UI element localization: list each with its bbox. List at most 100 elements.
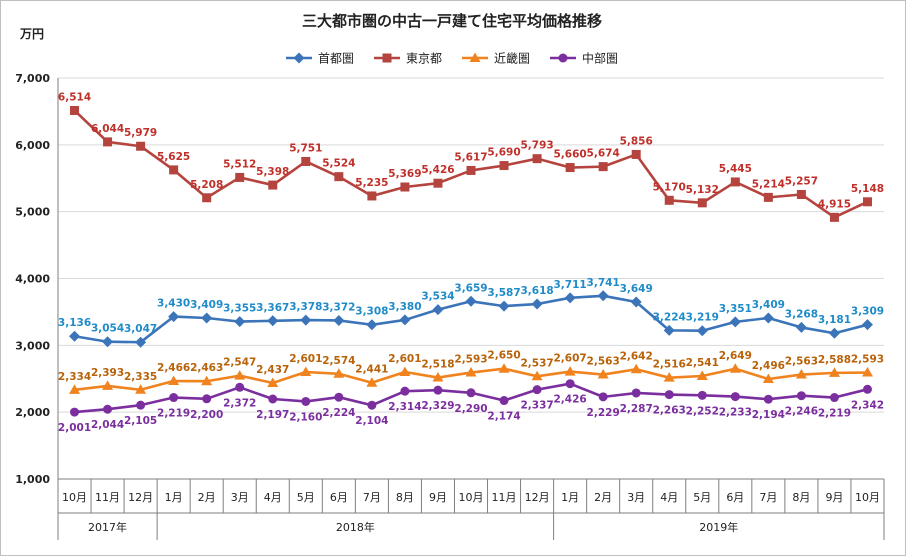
y-tick-label: 2,000 xyxy=(15,406,50,419)
data-point xyxy=(202,193,212,203)
legend-item: 中部圏 xyxy=(550,51,618,66)
data-label: 5,660 xyxy=(554,149,587,161)
data-point xyxy=(382,53,392,63)
data-point xyxy=(433,178,443,188)
data-label: 3,136 xyxy=(58,317,91,329)
data-label: 2,263 xyxy=(653,405,686,417)
data-point xyxy=(663,372,675,382)
x-tick-label: 8月 xyxy=(396,491,414,504)
x-tick-label: 5月 xyxy=(297,491,315,504)
y-tick-label: 1,000 xyxy=(15,473,50,486)
data-point xyxy=(498,300,510,312)
data-label: 5,793 xyxy=(520,140,553,152)
x-tick-label: 10月 xyxy=(459,491,484,504)
data-point xyxy=(399,366,411,376)
data-label: 3,430 xyxy=(157,298,190,310)
x-tick-label: 4月 xyxy=(264,491,282,504)
data-label: 2,372 xyxy=(223,397,256,409)
data-label: 2,001 xyxy=(58,422,91,434)
data-label: 2,563 xyxy=(587,356,620,368)
data-label: 5,148 xyxy=(851,183,884,195)
data-point xyxy=(103,137,113,147)
data-label: 6,514 xyxy=(58,91,91,103)
data-point xyxy=(565,163,575,173)
x-tick-label: 6月 xyxy=(330,491,348,504)
data-point xyxy=(333,368,345,378)
x-tick-label: 12月 xyxy=(128,491,153,504)
data-label: 3,378 xyxy=(289,301,322,313)
x-tick-label: 6月 xyxy=(726,491,744,504)
data-label: 2,334 xyxy=(58,371,91,383)
data-point xyxy=(202,394,212,404)
data-label: 2,393 xyxy=(91,367,124,379)
data-point xyxy=(433,385,443,395)
data-point xyxy=(234,370,246,380)
data-point xyxy=(565,379,575,389)
data-point xyxy=(168,311,180,323)
data-point xyxy=(465,367,477,377)
data-point xyxy=(730,392,740,402)
data-point xyxy=(829,393,839,403)
data-point xyxy=(862,384,872,394)
y-axis-unit-label: 万円 xyxy=(19,27,44,41)
data-label: 2,194 xyxy=(752,409,785,421)
data-point xyxy=(499,161,509,171)
x-tick-label: 10月 xyxy=(62,491,87,504)
x-tick-label: 4月 xyxy=(660,491,678,504)
data-label: 3,534 xyxy=(421,291,454,303)
data-point xyxy=(201,375,213,386)
data-label: 2,607 xyxy=(554,353,587,365)
data-label: 3,409 xyxy=(752,299,785,311)
data-label: 2,104 xyxy=(355,415,388,427)
data-point xyxy=(268,394,278,404)
data-point xyxy=(136,141,146,151)
data-point xyxy=(730,177,740,187)
data-point xyxy=(334,392,344,402)
data-label: 3,649 xyxy=(620,283,653,295)
data-label: 3,219 xyxy=(686,312,719,324)
data-label: 2,563 xyxy=(785,356,818,368)
data-label: 2,329 xyxy=(421,400,454,412)
x-tick-label: 3月 xyxy=(627,491,645,504)
data-point xyxy=(663,324,675,336)
data-point xyxy=(235,172,245,182)
x-tick-label: 9月 xyxy=(429,491,447,504)
data-label: 2,588 xyxy=(818,354,851,366)
data-point xyxy=(696,325,708,337)
data-label: 3,355 xyxy=(223,303,256,315)
data-label: 3,309 xyxy=(851,306,884,318)
data-label: 2,547 xyxy=(223,357,256,369)
data-label: 2,219 xyxy=(818,408,851,420)
data-label: 2,105 xyxy=(124,415,157,427)
data-label: 2,441 xyxy=(355,364,388,376)
x-tick-label: 11月 xyxy=(492,491,517,504)
legend-item: 首都圏 xyxy=(286,52,354,66)
legend-item: 近畿圏 xyxy=(462,52,530,66)
data-point xyxy=(828,327,840,339)
data-point xyxy=(367,400,377,410)
x-tick-label: 2月 xyxy=(594,491,612,504)
data-point xyxy=(301,156,311,166)
data-point xyxy=(630,296,642,308)
y-tick-label: 4,000 xyxy=(15,273,50,286)
data-point xyxy=(466,388,476,398)
data-label: 3,741 xyxy=(587,277,620,289)
data-label: 5,751 xyxy=(289,142,322,154)
data-label: 2,160 xyxy=(289,411,322,423)
data-point xyxy=(400,182,410,192)
y-tick-label: 5,000 xyxy=(15,206,50,219)
data-point xyxy=(631,149,641,159)
data-label: 5,979 xyxy=(124,127,157,139)
data-point xyxy=(465,295,477,307)
data-point xyxy=(696,370,708,381)
data-label: 3,224 xyxy=(653,311,686,323)
data-point xyxy=(498,363,510,373)
data-label: 3,587 xyxy=(487,287,520,299)
data-label: 2,466 xyxy=(157,362,190,374)
data-label: 2,650 xyxy=(487,350,520,362)
data-label: 5,235 xyxy=(355,177,388,189)
data-point xyxy=(763,394,773,404)
